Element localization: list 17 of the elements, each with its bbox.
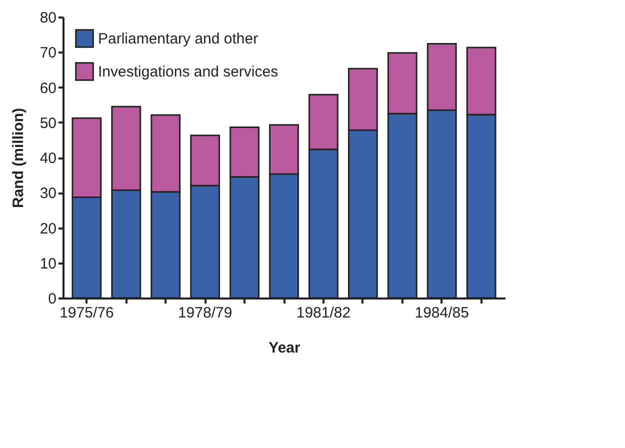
- x-axis-title: Year: [268, 340, 301, 356]
- y-tick-label: 60: [40, 80, 56, 97]
- y-axis-title: Rand (million): [10, 108, 27, 208]
- x-tick-label: 1981/82: [296, 304, 351, 322]
- y-tick-label: 10: [40, 255, 56, 272]
- x-tick-label: 1975/76: [60, 304, 114, 322]
- y-tick-label: 80: [40, 10, 56, 26]
- y-tick-label: 30: [40, 185, 56, 202]
- y-tick-label: 0: [48, 290, 56, 308]
- y-tick-label: 40: [40, 150, 56, 167]
- y-tick-label: 50: [40, 114, 56, 132]
- x-tick-label: 1984/85: [414, 304, 469, 322]
- legend-label: Parliamentary and other: [98, 30, 258, 48]
- y-tick-label: 70: [40, 44, 56, 62]
- y-tick-label: 20: [40, 220, 56, 238]
- legend-label: Investigations and services: [98, 64, 278, 80]
- x-tick-label: 1978/79: [178, 304, 232, 322]
